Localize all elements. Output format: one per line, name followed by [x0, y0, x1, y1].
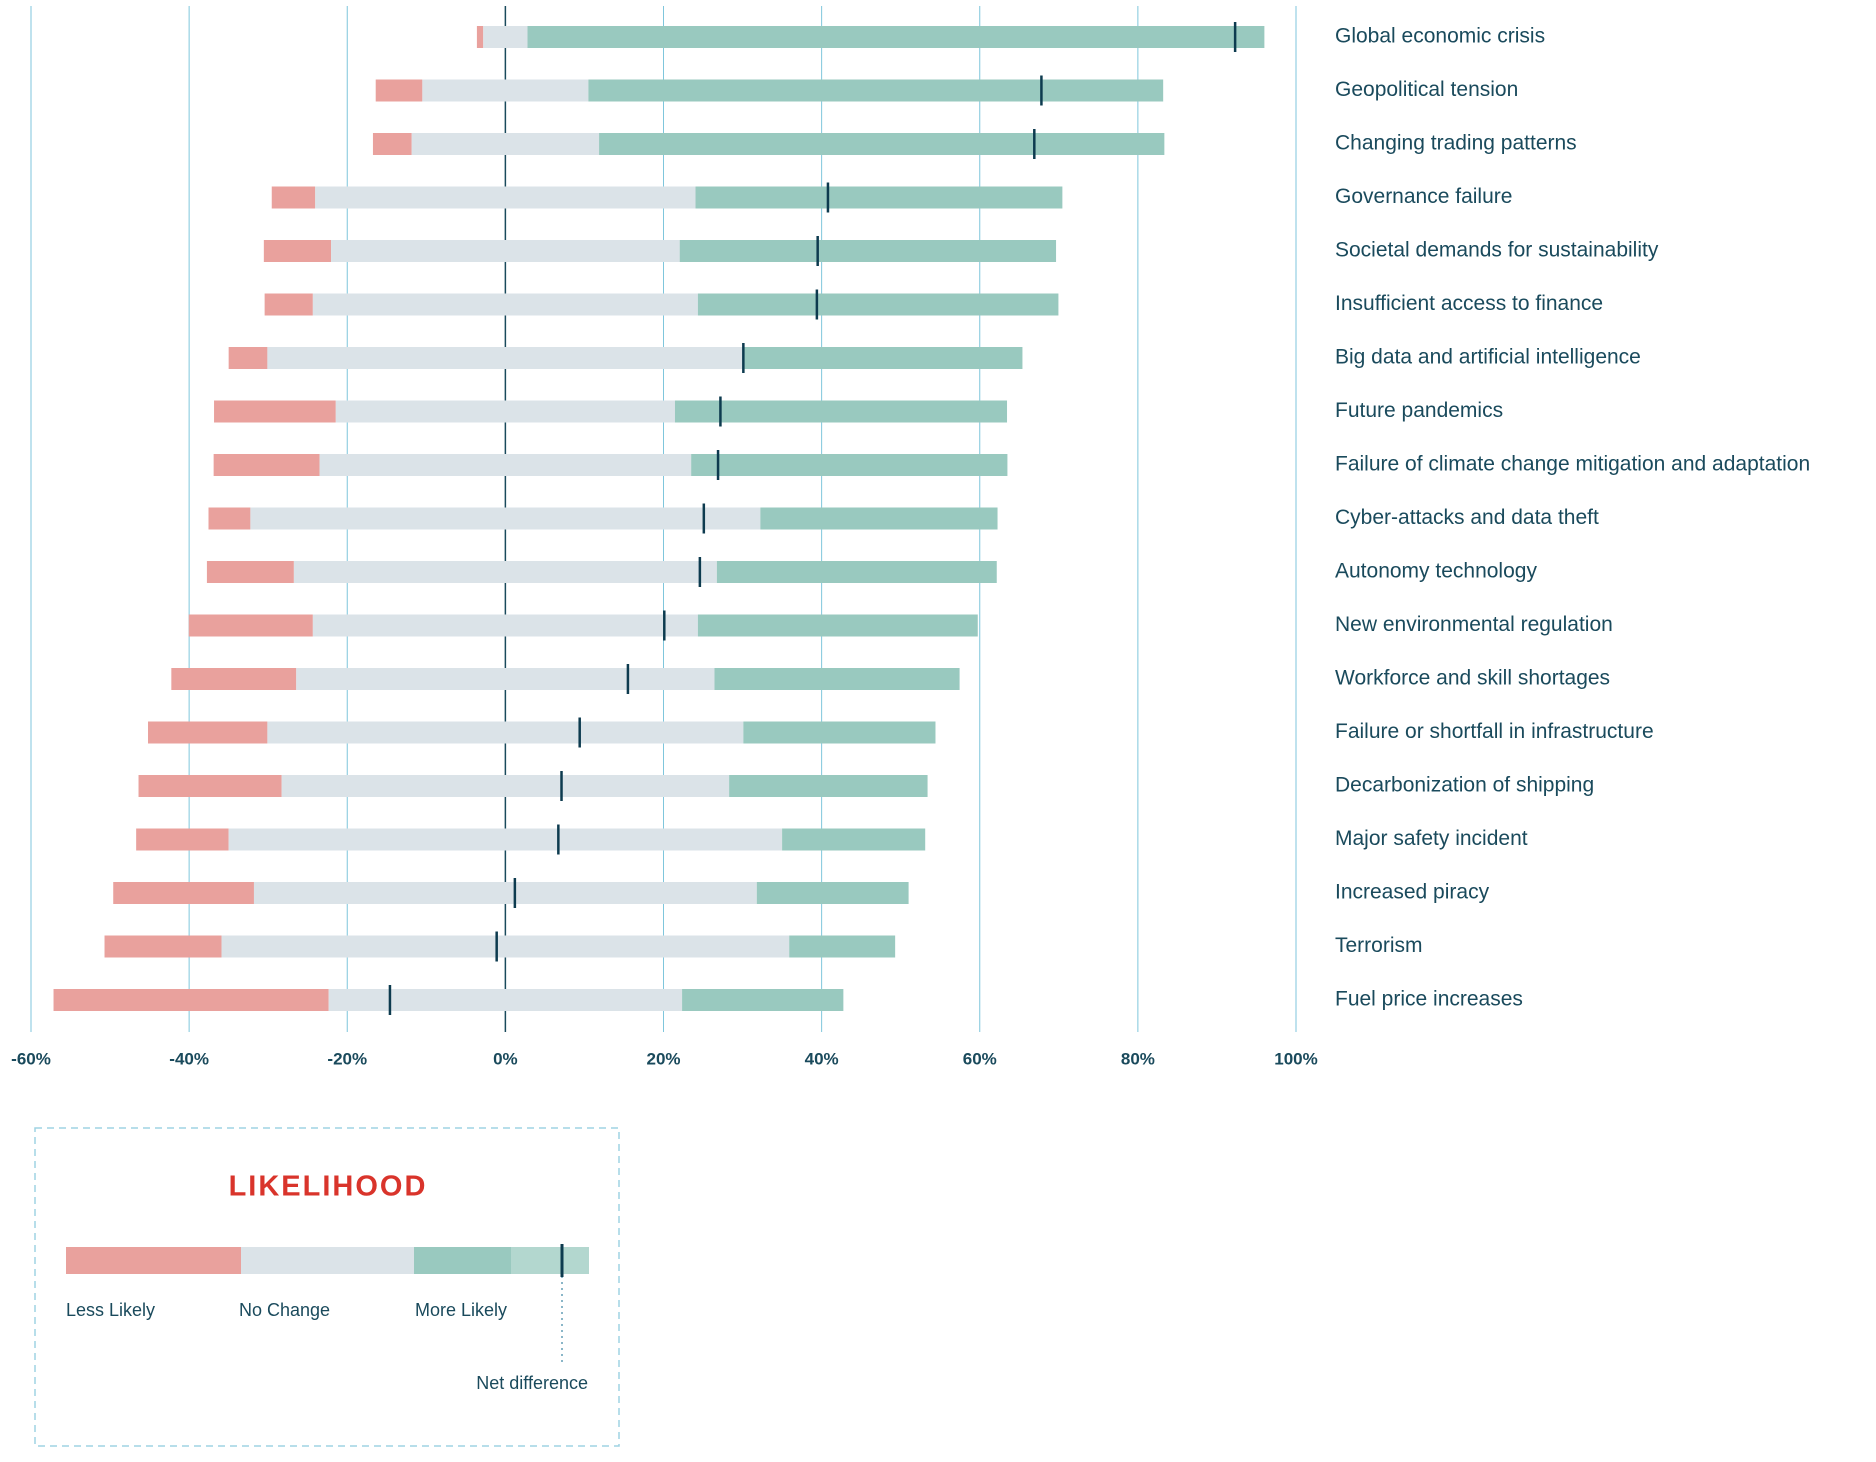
- category-label: Future pandemics: [1335, 399, 1503, 422]
- bar-more-likely: [756, 882, 909, 904]
- category-label: Major safety incident: [1335, 827, 1528, 850]
- bar-no-change: [319, 454, 692, 476]
- bar-no-change: [253, 882, 757, 904]
- bar-less-likely: [113, 882, 254, 904]
- bar-less-likely: [476, 26, 484, 48]
- bar-no-change: [281, 775, 730, 797]
- category-label: Workforce and skill shortages: [1335, 667, 1610, 690]
- bar-more-likely: [679, 240, 1057, 262]
- x-tick-label: 20%: [646, 1049, 680, 1068]
- legend-swatch: [241, 1247, 414, 1274]
- legend-box: [34, 1127, 620, 1447]
- bar-more-likely: [527, 26, 1265, 48]
- category-label: Fuel price increases: [1335, 988, 1523, 1011]
- bar-more-likely: [760, 507, 998, 530]
- bar-more-likely: [789, 935, 896, 958]
- category-label: Big data and artificial intelligence: [1335, 346, 1641, 369]
- bar-no-change: [335, 400, 675, 423]
- bar-no-change: [331, 240, 680, 262]
- bar-less-likely: [188, 614, 313, 637]
- bar-more-likely: [588, 79, 1164, 102]
- category-label: Changing trading patterns: [1335, 132, 1577, 155]
- bar-no-change: [267, 721, 744, 744]
- x-tick-label: -40%: [169, 1049, 209, 1068]
- legend-label: Net difference: [476, 1373, 588, 1393]
- x-tick-label: 80%: [1121, 1049, 1155, 1068]
- category-label: Failure of climate change mitigation and…: [1335, 453, 1810, 476]
- legend-title: LIKELIHOOD: [229, 1171, 428, 1203]
- legend-label: No Change: [239, 1300, 330, 1320]
- x-tick-label: -60%: [11, 1049, 51, 1068]
- bar-more-likely: [743, 347, 1023, 369]
- category-label: Failure or shortfall in infrastructure: [1335, 720, 1654, 743]
- bar-more-likely: [697, 293, 1059, 316]
- category-label: Decarbonization of shipping: [1335, 774, 1594, 797]
- category-label: Societal demands for sustainability: [1335, 239, 1659, 262]
- legend-label: More Likely: [415, 1300, 507, 1320]
- bar-no-change: [328, 989, 683, 1011]
- bar-no-change: [312, 614, 698, 637]
- legend-swatch: [414, 1247, 511, 1274]
- category-label: Autonomy technology: [1335, 560, 1537, 583]
- bar-more-likely: [697, 614, 978, 637]
- x-tick-label: -20%: [327, 1049, 367, 1068]
- bar-less-likely: [214, 400, 336, 423]
- x-tick-label: 40%: [805, 1049, 839, 1068]
- bar-less-likely: [138, 775, 282, 797]
- bar-more-likely: [716, 561, 997, 583]
- bar-no-change: [315, 186, 696, 209]
- bar-no-change: [221, 935, 790, 958]
- legend-label: Less Likely: [66, 1300, 155, 1320]
- bar-no-change: [483, 26, 528, 48]
- bar-more-likely: [729, 775, 928, 797]
- bar-no-change: [250, 507, 761, 530]
- bar-less-likely: [372, 133, 412, 155]
- bar-no-change: [293, 561, 717, 583]
- bar-more-likely: [782, 828, 926, 851]
- bar-no-change: [312, 293, 698, 316]
- bar-less-likely: [213, 454, 320, 476]
- category-label: Increased piracy: [1335, 881, 1490, 904]
- bar-less-likely: [271, 186, 316, 209]
- bar-more-likely: [599, 133, 1165, 155]
- bar-less-likely: [206, 561, 294, 583]
- category-label: Insufficient access to finance: [1335, 292, 1603, 315]
- category-label: Governance failure: [1335, 185, 1512, 208]
- bar-less-likely: [136, 828, 229, 851]
- category-label: New environmental regulation: [1335, 613, 1613, 636]
- category-label: Terrorism: [1335, 934, 1423, 957]
- bar-no-change: [267, 347, 744, 369]
- bar-less-likely: [208, 507, 251, 530]
- x-tick-label: 0%: [493, 1049, 518, 1068]
- bar-more-likely: [674, 400, 1008, 423]
- bar-more-likely: [743, 721, 936, 744]
- bar-more-likely: [691, 454, 1008, 476]
- category-label: Cyber-attacks and data theft: [1335, 506, 1599, 529]
- legend-swatch: [66, 1247, 241, 1274]
- bar-less-likely: [53, 989, 329, 1011]
- bar-no-change: [411, 133, 600, 155]
- bar-no-change: [422, 79, 589, 102]
- bar-less-likely: [228, 347, 268, 369]
- legend-swatch: [511, 1247, 589, 1274]
- bar-more-likely: [695, 186, 1063, 209]
- bar-less-likely: [171, 668, 297, 690]
- bar-less-likely: [148, 721, 268, 744]
- x-tick-label: 60%: [963, 1049, 997, 1068]
- bar-no-change: [228, 828, 783, 851]
- category-label: Global economic crisis: [1335, 25, 1545, 48]
- bar-less-likely: [263, 240, 332, 262]
- category-label: Geopolitical tension: [1335, 78, 1518, 101]
- bar-less-likely: [375, 79, 423, 102]
- bar-more-likely: [682, 989, 844, 1011]
- x-tick-label: 100%: [1274, 1049, 1317, 1068]
- bar-more-likely: [714, 668, 960, 690]
- bar-no-change: [296, 668, 715, 690]
- bar-less-likely: [104, 935, 222, 958]
- bar-less-likely: [264, 293, 313, 316]
